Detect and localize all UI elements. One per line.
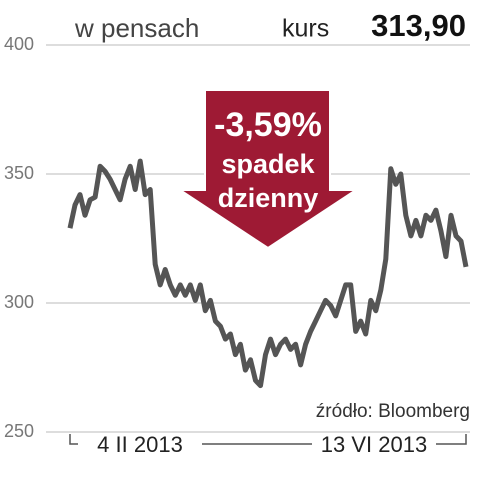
plot [67,158,469,389]
x-tick-label: 13 VI 2013 [321,432,427,457]
x-axis-line [69,434,467,445]
grid: 250 300 350 400 [4,34,470,441]
arrow-shape [176,89,360,250]
x-axis: 4 II 2013 13 VI 2013 [69,432,467,459]
y-tick-label: 250 [4,421,34,441]
y-tick-label: 300 [4,292,34,312]
arrow: -3,59% spadek dzienny [176,89,360,250]
chart-subtitle: w pensach [74,13,199,43]
price-value: 313,90 [371,8,466,43]
y-tick-label: 400 [4,34,34,54]
x-label-bg [78,433,202,459]
price-line [67,158,469,389]
y-tick-label: 350 [4,163,34,183]
annotation-line: spadek [221,149,315,179]
source: źródło: Bloomberg [316,401,470,422]
x-tick-label: 4 II 2013 [97,432,183,457]
annotation-line: dzienny [218,183,319,213]
x-label-bg [312,433,436,459]
price-label: kurs [282,15,329,43]
annotation-line: -3,59% [214,106,322,144]
